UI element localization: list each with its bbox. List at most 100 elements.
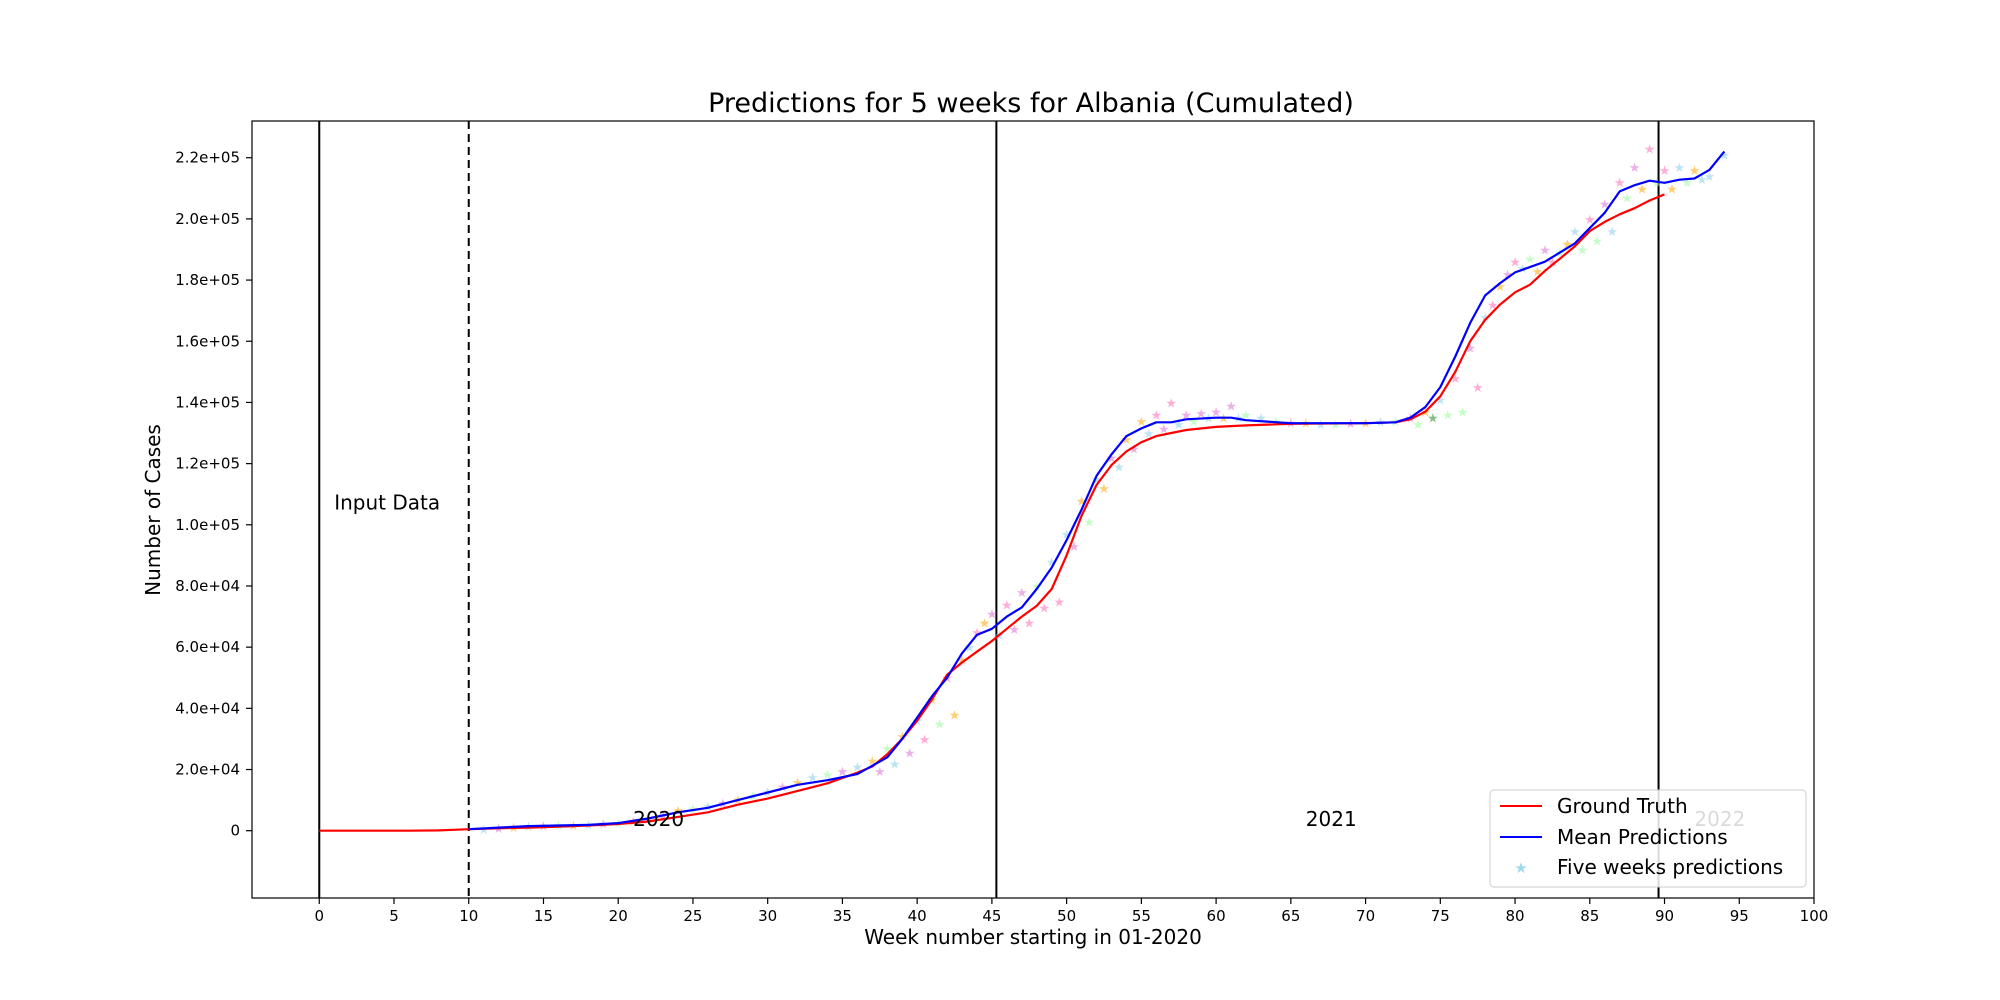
chart-title: Predictions for 5 weeks for Albania (Cum… bbox=[708, 88, 1354, 119]
prediction-star-point: ★ bbox=[837, 765, 849, 780]
annotation-2021: 2021 bbox=[1306, 807, 1357, 831]
prediction-star-point: ★ bbox=[1165, 396, 1177, 411]
prediction-star-point: ★ bbox=[971, 626, 983, 641]
x-tick-label: 35 bbox=[833, 907, 852, 925]
prediction-star-point: ★ bbox=[1487, 299, 1499, 314]
prediction-star-point: ★ bbox=[1696, 173, 1708, 188]
y-tick-label: 1.0e+05 bbox=[175, 516, 240, 534]
prediction-star-point: ★ bbox=[1098, 482, 1110, 497]
prediction-star-point: ★ bbox=[1644, 143, 1656, 158]
prediction-star-point: ★ bbox=[1068, 540, 1080, 555]
x-tick-label: 10 bbox=[459, 907, 478, 925]
y-tick-label: 2.0e+04 bbox=[175, 761, 240, 779]
prediction-star-point: ★ bbox=[642, 812, 654, 827]
prediction-star-point: ★ bbox=[493, 822, 505, 837]
prediction-star-point: ★ bbox=[979, 617, 991, 632]
prediction-star-point: ★ bbox=[1524, 253, 1536, 268]
prediction-star-point: ★ bbox=[1434, 393, 1446, 408]
prediction-star-point: ★ bbox=[1464, 341, 1476, 356]
prediction-star-point: ★ bbox=[1038, 601, 1050, 616]
prediction-star-point: ★ bbox=[1547, 256, 1559, 271]
prediction-star-point: ★ bbox=[1420, 406, 1432, 421]
y-tick-label: 8.0e+04 bbox=[175, 577, 240, 595]
prediction-star-point: ★ bbox=[1576, 243, 1588, 258]
mean-predictions-line bbox=[468, 150, 1726, 831]
prediction-star-point: ★ bbox=[1203, 412, 1215, 427]
legend-box bbox=[1489, 789, 1807, 888]
prediction-star-point: ★ bbox=[1330, 418, 1342, 433]
x-tick-label: 20 bbox=[609, 907, 628, 925]
x-tick-label: 5 bbox=[389, 907, 399, 925]
prediction-star-point: ★ bbox=[1158, 422, 1170, 437]
prediction-star-point: ★ bbox=[792, 776, 804, 791]
prediction-star-point: ★ bbox=[1345, 417, 1357, 432]
prediction-star-point: ★ bbox=[1240, 409, 1252, 424]
prediction-star-point: ★ bbox=[1674, 161, 1686, 176]
x-tick-label: 25 bbox=[683, 907, 702, 925]
prediction-star-point: ★ bbox=[1195, 407, 1207, 422]
prediction-star-point: ★ bbox=[956, 653, 968, 668]
prediction-star-point: ★ bbox=[866, 754, 878, 769]
prediction-star-point: ★ bbox=[1621, 191, 1633, 206]
y-tick-label: 2.2e+05 bbox=[175, 149, 240, 167]
x-tick-label: 60 bbox=[1207, 907, 1226, 925]
prediction-star-point: ★ bbox=[1532, 265, 1544, 280]
prediction-star-point: ★ bbox=[934, 718, 946, 733]
prediction-star-point: ★ bbox=[1315, 418, 1327, 433]
prediction-star-point: ★ bbox=[1704, 170, 1716, 185]
prediction-star-point: ★ bbox=[1225, 399, 1237, 414]
x-tick-label: 45 bbox=[982, 907, 1001, 925]
prediction-star-point: ★ bbox=[1121, 433, 1133, 448]
prediction-star-point: ★ bbox=[1150, 409, 1162, 424]
legend-star-icon: ★ bbox=[1514, 859, 1527, 877]
prediction-star-point: ★ bbox=[1061, 528, 1073, 543]
prediction-star-point: ★ bbox=[1180, 409, 1192, 424]
prediction-star-point: ★ bbox=[1255, 412, 1267, 427]
prediction-star-point: ★ bbox=[1091, 473, 1103, 488]
x-tick-label: 15 bbox=[534, 907, 553, 925]
prediction-star-point: ★ bbox=[986, 608, 998, 623]
y-axis-title: Number of Cases bbox=[141, 424, 165, 596]
prediction-star-point: ★ bbox=[1106, 451, 1118, 466]
legend-mean-predictions-label: Mean Predictions bbox=[1557, 825, 1728, 849]
y-tick-label: 6.0e+04 bbox=[175, 638, 240, 656]
x-tick-label: 80 bbox=[1506, 907, 1525, 925]
prediction-star-point: ★ bbox=[1001, 598, 1013, 613]
prediction-star-point: ★ bbox=[1509, 256, 1521, 271]
prediction-star-point: ★ bbox=[1143, 427, 1155, 442]
prediction-star-point: ★ bbox=[1016, 586, 1028, 601]
prediction-star-point: ★ bbox=[1023, 617, 1035, 632]
prediction-star-point: ★ bbox=[1718, 149, 1730, 164]
prediction-star-point: ★ bbox=[1083, 516, 1095, 531]
prediction-star-point: ★ bbox=[1472, 381, 1484, 396]
prediction-star-point: ★ bbox=[1554, 247, 1566, 262]
x-tick-label: 0 bbox=[314, 907, 324, 925]
prediction-star-point: ★ bbox=[1659, 164, 1671, 179]
prediction-star-point: ★ bbox=[1412, 418, 1424, 433]
prediction-star-point: ★ bbox=[1689, 164, 1701, 179]
prediction-star-point: ★ bbox=[1636, 182, 1648, 197]
y-tick-label: 2.0e+05 bbox=[175, 210, 240, 228]
x-axis-title: Week number starting in 01-2020 bbox=[864, 925, 1202, 949]
prediction-star-point: ★ bbox=[949, 708, 961, 723]
prediction-star-point: ★ bbox=[889, 757, 901, 772]
prediction-star-point: ★ bbox=[478, 823, 490, 838]
y-tick-label: 4.0e+04 bbox=[175, 699, 240, 717]
prediction-star-point: ★ bbox=[1053, 595, 1065, 610]
prediction-star-point: ★ bbox=[994, 629, 1006, 644]
plot-frame bbox=[251, 120, 1815, 899]
prediction-star-point: ★ bbox=[807, 771, 819, 786]
annotation-input-data: Input Data bbox=[334, 491, 440, 515]
prediction-star-point: ★ bbox=[1218, 412, 1230, 427]
prediction-star-point: ★ bbox=[1128, 442, 1140, 457]
prediction-star-point: ★ bbox=[1173, 418, 1185, 433]
prediction-star-point: ★ bbox=[1188, 415, 1200, 430]
x-tick-label: 100 bbox=[1800, 907, 1829, 925]
x-tick-label: 40 bbox=[908, 907, 927, 925]
prediction-star-point: ★ bbox=[1494, 280, 1506, 295]
prediction-star-point: ★ bbox=[822, 768, 834, 783]
prediction-star-point: ★ bbox=[1136, 415, 1148, 430]
prediction-star-point: ★ bbox=[1008, 623, 1020, 638]
prediction-star-point: ★ bbox=[1427, 412, 1439, 427]
